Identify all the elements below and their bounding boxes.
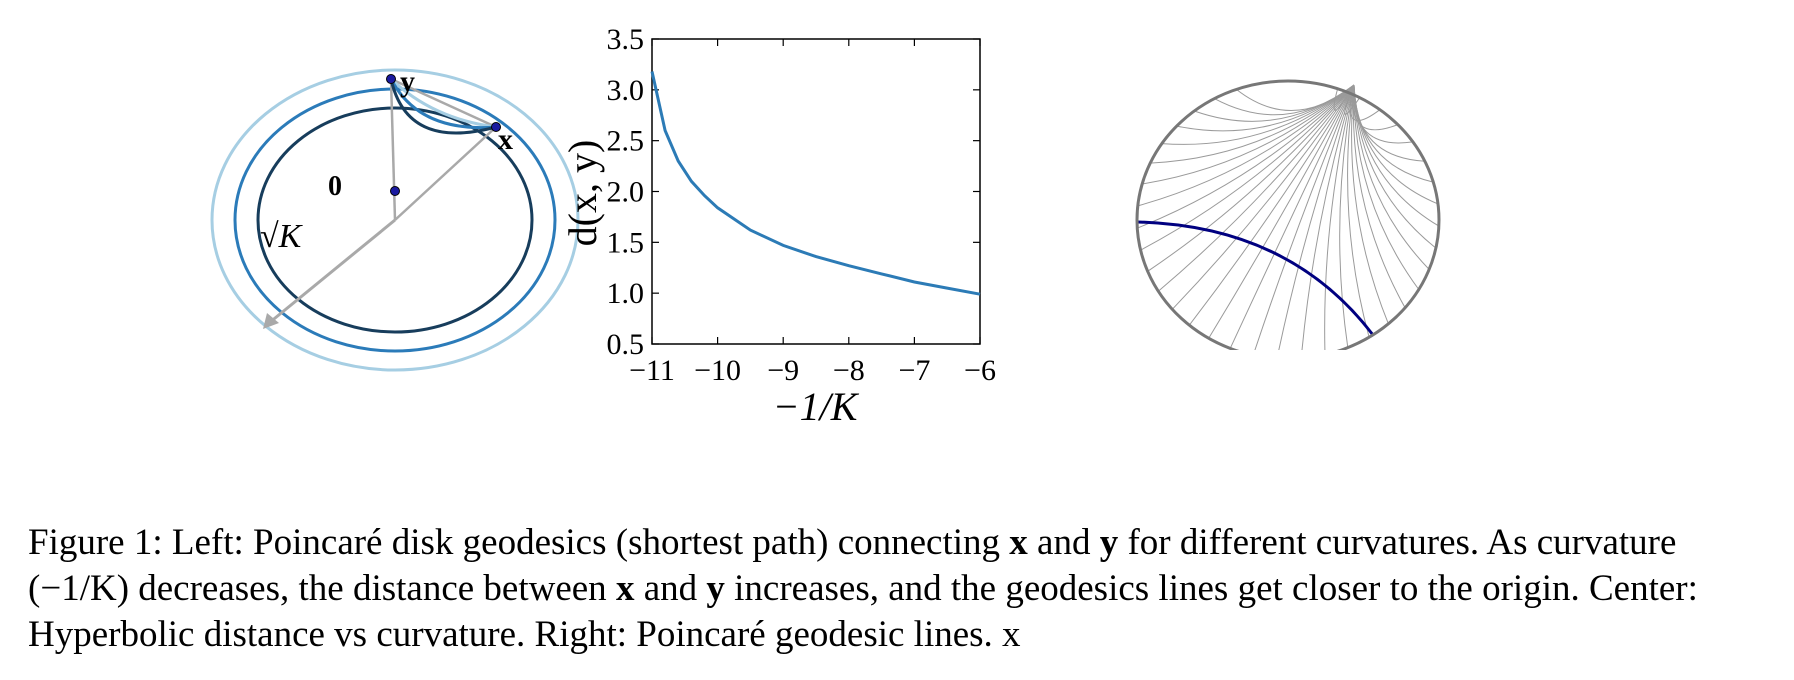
geodesic-line [1161,84,1355,145]
geodesic-line [1176,84,1355,132]
y-tick-label: 1.5 [607,226,645,259]
geodesic-fan [1137,84,1440,350]
geodesic-line [1347,84,1370,338]
geodesic-line [1229,84,1355,349]
geodesic-line [1157,84,1355,292]
geodesic-line [1150,84,1355,164]
geodesic-dark [389,78,497,135]
chart-ylabel: d(x, y) [560,140,605,247]
geodesic-light [389,77,497,129]
geodesic-line [1140,84,1355,251]
geodesic-line [1137,84,1355,229]
geodesic-line [1278,84,1355,350]
x-tick-label: −8 [833,354,865,387]
caption-symbol-x: x [1009,522,1028,563]
disk-outer [210,68,580,372]
x-tick-label: −11 [629,354,675,387]
caption-symbol-y: y [1099,522,1119,563]
caption-part-4: and [634,568,707,609]
label-origin: 0 [328,171,342,202]
x-tick-label: −7 [898,354,930,387]
point-y [386,74,396,84]
point-x [491,122,501,132]
geodesic-line [1353,84,1425,162]
geodesic-mid [389,78,497,130]
geodesic-line [1142,84,1355,185]
geodesic-line [1352,84,1398,131]
y-tick-label: 2.5 [607,125,645,158]
point-origin [390,186,400,196]
radius-arrow [268,218,396,325]
caption-symbol-x-2: x [615,568,635,609]
geodesic-line [1301,84,1355,350]
geodesic-line [1353,84,1434,183]
y-tick-label: 3.5 [607,23,645,56]
caption-part-2: and [1027,522,1100,563]
segment-origin-y [389,78,397,221]
geodesic-line [1208,84,1355,339]
caption-part-1: Figure 1: Left: Poincaré disk geodesics … [28,522,1010,563]
geodesic-line [1351,84,1389,324]
highlight-geodesic [1137,220,1375,336]
label-y: y [400,65,415,98]
poincare-disk [1135,79,1441,350]
y-tick-label: 1.0 [607,277,645,310]
y-tick-label: 2.0 [607,176,645,209]
figure-caption: Figure 1: Left: Poincaré disk geodesics … [28,520,1778,658]
x-tick-label: −6 [964,354,996,387]
disk-inner [256,106,534,334]
y-tick-label: 3.0 [607,74,645,107]
geodesic-line [1254,84,1355,350]
caption-part-5: increases, and the geodesics lines get c… [28,568,1698,655]
geodesic-line [1353,84,1413,144]
geodesic-line [1324,84,1355,350]
x-tick-label: −10 [694,354,741,387]
chart-xlabel: −1/K [773,384,860,429]
distance-curvature-chart: −11 −10 −9 −8 −7 −6 0.5 1.0 1.5 2.0 2.5 3.0 3.5 −1/K… [560,23,996,429]
x-tick-label: −9 [767,354,799,387]
label-radius: √K [260,218,304,255]
geodesic-line [1353,84,1420,290]
y-tick-label: 0.5 [607,328,645,361]
geodesic-line [1137,84,1355,207]
chart-series-line [650,71,981,296]
geodesic-line [1171,84,1355,310]
label-x: x [498,123,513,156]
geodesic-line [1188,84,1355,326]
caption-symbol-y-2: y [706,568,725,609]
geodesic-line [1147,84,1355,272]
geodesic-line [1352,84,1406,309]
left-poincare-panel: y x 0 √K [210,65,580,372]
radius-arrowhead [263,313,279,329]
caption-part-3: for different curvatures. As curvature (… [28,522,1677,609]
figure-row: y x 0 √K −11 −10 −9 −8 −7 −6 0.5 1.0 1.5 2.0 2.5 3.… [210,23,1441,429]
geodesic-line [1339,84,1355,348]
segment-y-x [390,77,497,129]
right-geodesic-panel [1135,79,1441,350]
segment-origin-x [394,126,497,221]
